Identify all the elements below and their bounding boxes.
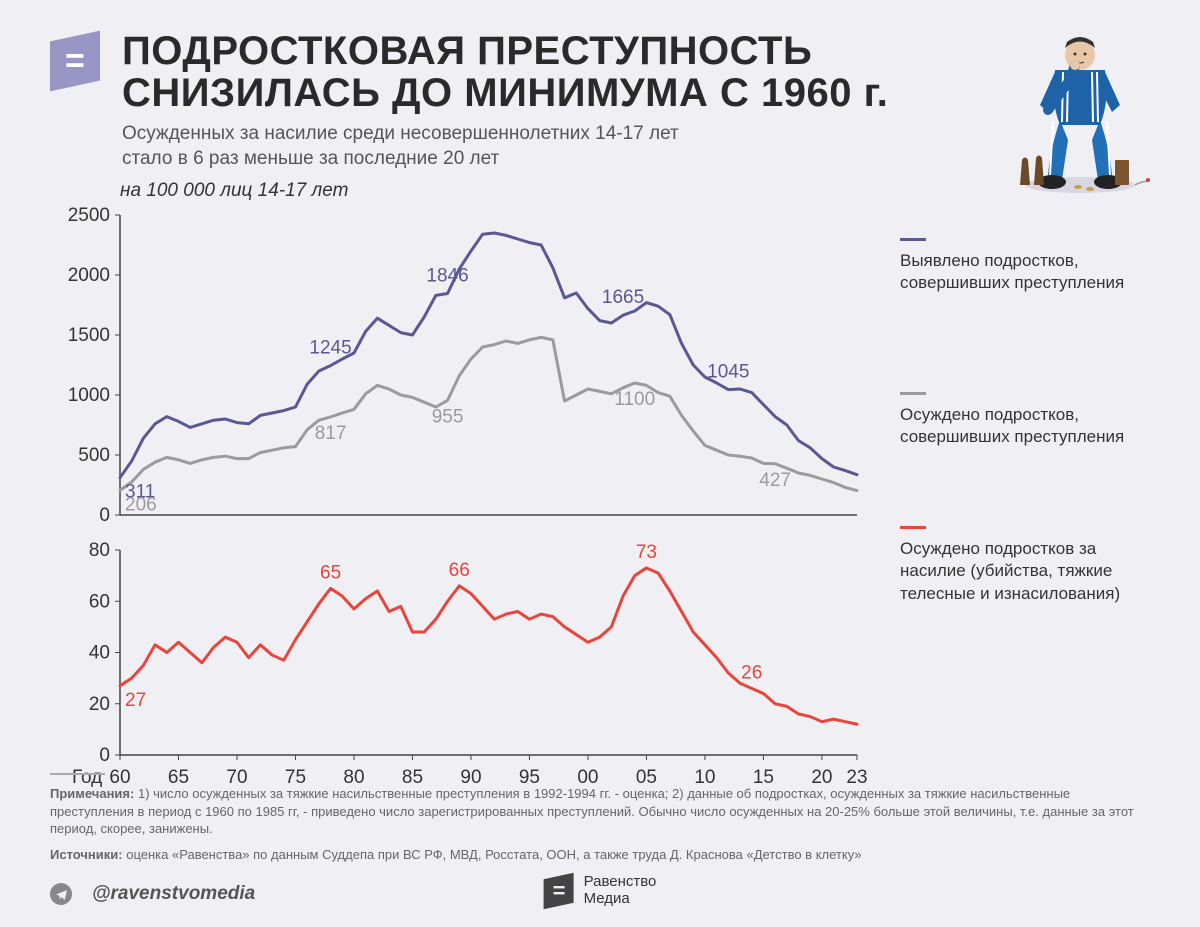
y-axis-title: на 100 000 лиц 14-17 лет	[120, 180, 348, 202]
brand-center-logo-icon	[544, 872, 574, 908]
header: ПОДРОСТКОВАЯ ПРЕСТУПНОСТЬ СНИЗИЛАСЬ ДО М…	[50, 30, 1150, 171]
charts-area: 05001000150020002500020406080Год60657075…	[62, 205, 867, 820]
svg-text:500: 500	[78, 445, 110, 466]
svg-text:0: 0	[99, 745, 110, 766]
svg-text:20: 20	[89, 694, 110, 715]
legend-swatch-detected	[900, 238, 926, 241]
svg-text:1500: 1500	[68, 325, 110, 346]
social-handle: @ravenstvomedia	[92, 881, 255, 907]
legend-convicted: Осуждено подростков, совершивших преступ…	[900, 404, 1160, 448]
sources-label: Источники:	[50, 847, 123, 862]
legend-swatch-convicted	[900, 392, 926, 395]
svg-text:1045: 1045	[707, 362, 749, 383]
brand-line-1: Равенство	[584, 873, 657, 890]
legend: Выявлено подростков, совершивших преступ…	[900, 250, 1160, 715]
brand-center-text: Равенство Медиа	[584, 874, 657, 907]
subtitle-line-2: стало в 6 раз меньше за последние 20 лет	[122, 148, 499, 169]
sources-text: оценка «Равенства» по данным Суддепа при…	[126, 847, 861, 862]
svg-text:206: 206	[125, 494, 157, 515]
svg-text:2000: 2000	[68, 265, 110, 286]
brand-line-2: Медиа	[584, 890, 630, 907]
footer-notes: Примечания: 1) число осужденных за тяжки…	[50, 785, 1150, 838]
subtitle-line-1: Осужденных за насилие среди несовершенно…	[122, 123, 679, 144]
svg-text:1245: 1245	[309, 338, 351, 359]
gopnik-illustration	[1000, 30, 1160, 195]
brand-logo-icon	[50, 31, 100, 92]
svg-text:817: 817	[315, 423, 347, 444]
footer-rule	[50, 773, 105, 775]
page-title: ПОДРОСТКОВАЯ ПРЕСТУПНОСТЬ СНИЗИЛАСЬ ДО М…	[122, 30, 1150, 114]
svg-text:73: 73	[636, 542, 657, 563]
legend-violence: Осуждено подростков за насилие (убийства…	[900, 538, 1160, 604]
legend-label-violence: Осуждено подростков за насилие (убийства…	[900, 539, 1120, 602]
svg-text:65: 65	[320, 562, 341, 583]
notes-text: 1) число осужденных за тяжкие насильстве…	[50, 786, 1134, 836]
svg-text:1665: 1665	[602, 287, 644, 308]
svg-text:1846: 1846	[426, 265, 468, 286]
notes-label: Примечания:	[50, 786, 134, 801]
line-charts: 05001000150020002500020406080Год60657075…	[62, 205, 867, 815]
legend-label-convicted: Осуждено подростков, совершивших преступ…	[900, 405, 1124, 446]
title-line-1: ПОДРОСТКОВАЯ ПРЕСТУПНОСТЬ	[122, 29, 812, 73]
telegram-icon	[50, 883, 72, 905]
svg-text:26: 26	[741, 662, 762, 683]
svg-text:0: 0	[99, 505, 110, 526]
title-line-2: СНИЗИЛАСЬ ДО МИНИМУМА С 1960 г.	[122, 71, 888, 115]
subtitle: Осужденных за насилие среди несовершенно…	[122, 122, 1150, 171]
brand-center: Равенство Медиа	[544, 874, 657, 907]
legend-detected: Выявлено подростков, совершивших преступ…	[900, 250, 1160, 294]
svg-text:66: 66	[449, 560, 470, 581]
svg-text:2500: 2500	[68, 205, 110, 226]
svg-text:1000: 1000	[68, 385, 110, 406]
svg-text:955: 955	[432, 406, 464, 427]
svg-text:40: 40	[89, 643, 110, 664]
svg-text:80: 80	[89, 540, 110, 561]
footer-sources: Источники: оценка «Равенства» по данным …	[50, 846, 1150, 864]
svg-text:60: 60	[89, 591, 110, 612]
legend-swatch-violence	[900, 526, 926, 529]
svg-text:27: 27	[125, 690, 146, 711]
svg-text:427: 427	[759, 470, 791, 491]
svg-text:1100: 1100	[614, 389, 655, 410]
legend-label-detected: Выявлено подростков, совершивших преступ…	[900, 251, 1124, 292]
